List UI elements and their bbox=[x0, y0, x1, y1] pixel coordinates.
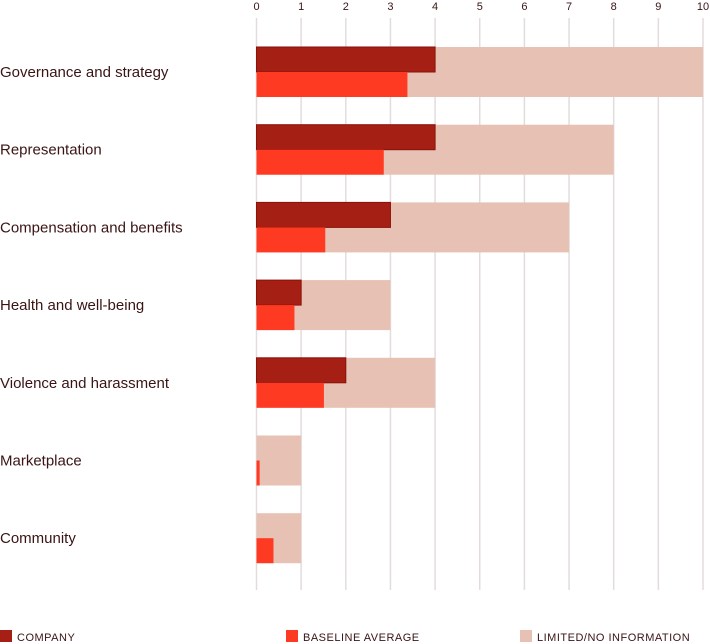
x-tick-label: 3 bbox=[387, 1, 393, 13]
company-bar bbox=[256, 357, 347, 384]
x-tick-label: 0 bbox=[253, 1, 259, 13]
category-label: Compensation and benefits bbox=[0, 219, 183, 236]
x-tick-label: 10 bbox=[697, 1, 709, 13]
legend-label: COMPANY bbox=[17, 632, 75, 644]
x-tick-label: 1 bbox=[298, 1, 304, 13]
legend-swatch bbox=[0, 630, 12, 642]
legend-swatch bbox=[520, 630, 532, 642]
legend-label: BASELINE AVERAGE bbox=[303, 632, 420, 644]
category-label: Representation bbox=[0, 142, 102, 159]
x-tick-label: 2 bbox=[343, 1, 349, 13]
baseline-average-bar bbox=[256, 72, 408, 97]
category-label: Governance and strategy bbox=[0, 64, 169, 81]
x-tick-label: 4 bbox=[432, 1, 438, 13]
legend-label: LIMITED/NO INFORMATION bbox=[537, 632, 690, 644]
legend-swatch bbox=[286, 630, 298, 642]
x-tick-label: 6 bbox=[521, 1, 527, 13]
x-tick-label: 9 bbox=[655, 1, 661, 13]
category-label: Marketplace bbox=[0, 453, 82, 470]
baseline-average-bar bbox=[256, 149, 384, 175]
baseline-average-bar bbox=[256, 460, 260, 486]
company-bar bbox=[256, 279, 302, 306]
baseline-average-bar bbox=[256, 382, 324, 408]
x-tick-label: 5 bbox=[477, 1, 483, 13]
x-tick-label: 7 bbox=[566, 1, 572, 13]
category-label: Community bbox=[0, 530, 76, 547]
company-bar bbox=[256, 46, 436, 73]
company-bar bbox=[256, 124, 436, 151]
baseline-average-bar bbox=[256, 305, 295, 331]
category-label: Violence and harassment bbox=[0, 375, 170, 392]
category-label: Health and well-being bbox=[0, 297, 144, 314]
x-tick-label: 8 bbox=[611, 1, 617, 13]
limited-info-bar bbox=[256, 435, 302, 486]
baseline-average-bar bbox=[256, 538, 274, 564]
company-bar bbox=[256, 201, 391, 228]
baseline-average-bar bbox=[256, 227, 326, 253]
